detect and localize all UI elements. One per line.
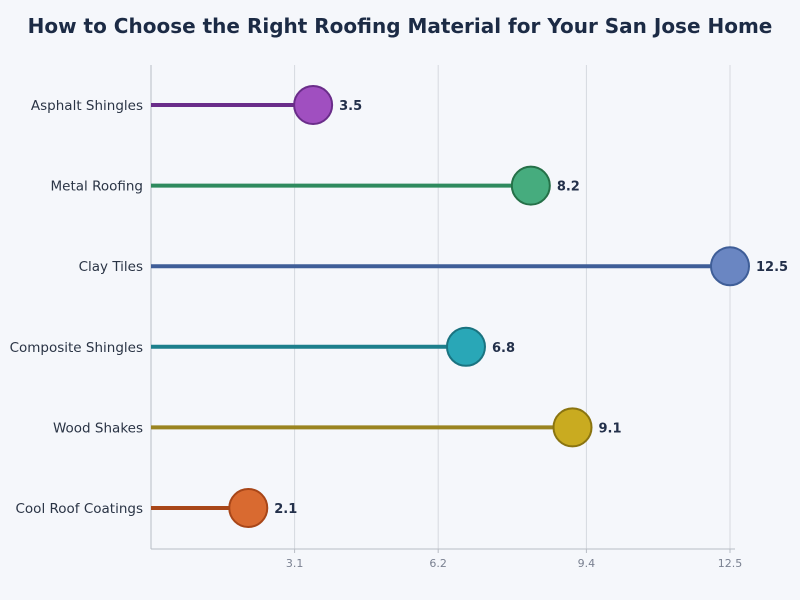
value-label: 9.1 <box>599 421 622 436</box>
lollipop-dot <box>445 326 486 367</box>
category-label: Composite Shingles <box>10 340 143 356</box>
lollipop-dot <box>552 407 593 448</box>
value-label: 6.8 <box>492 341 515 356</box>
lollipop-dot <box>228 488 269 528</box>
lollipop-dot <box>510 165 551 206</box>
category-label: Cool Roof Coatings <box>16 501 144 517</box>
lollipop-dot <box>293 85 334 125</box>
lollipop-dot <box>710 246 750 287</box>
x-tick-label: 12.5 <box>718 557 743 570</box>
chart-title: How to Choose the Right Roofing Material… <box>27 14 773 38</box>
x-tick-label: 9.4 <box>578 557 596 570</box>
value-label: 3.5 <box>339 99 362 114</box>
category-label: Wood Shakes <box>53 420 143 436</box>
category-label: Clay Tiles <box>79 259 143 275</box>
value-label: 12.5 <box>756 260 788 275</box>
x-tick-label: 3.1 <box>286 557 304 570</box>
x-tick-label: 6.2 <box>429 557 447 570</box>
category-label: Asphalt Shingles <box>31 98 143 114</box>
value-label: 2.1 <box>274 502 297 517</box>
category-label: Metal Roofing <box>51 179 143 195</box>
value-label: 8.2 <box>557 180 580 195</box>
